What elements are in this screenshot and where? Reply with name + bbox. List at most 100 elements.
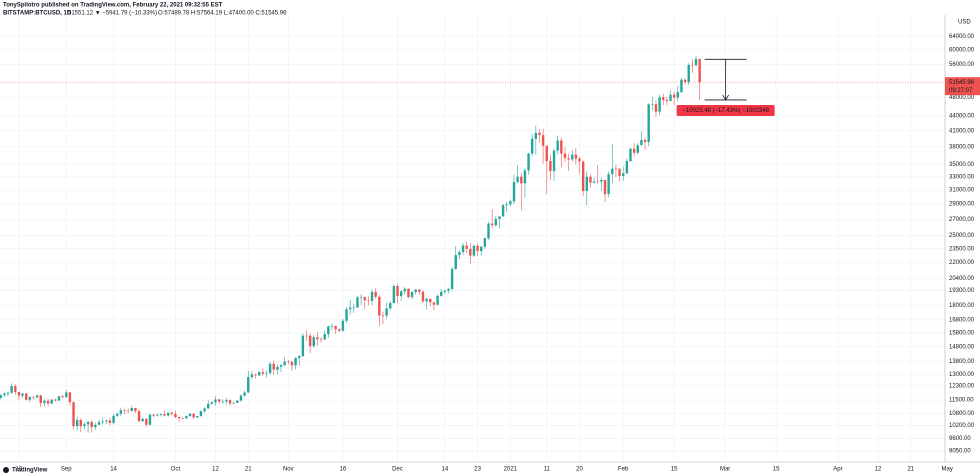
candle-body [516,176,519,182]
candle-body [105,420,108,422]
candle-body [672,94,676,98]
candle-body [669,94,672,101]
y-tick-label: 41000.00 [949,128,975,134]
candle-body [472,245,476,256]
candle-body [268,363,272,374]
candle-body [236,400,239,403]
candle-body [450,268,454,289]
grid [0,15,948,462]
candle-body [421,291,425,302]
candle-body [50,399,53,404]
candle-body [581,161,585,191]
candle-body [6,392,10,394]
candle-body [476,245,479,252]
candle-body [257,372,261,376]
candle-body [683,79,687,82]
candle-body [378,296,381,316]
candle-body [61,396,64,398]
candle-body [137,411,141,422]
candle-body [629,148,632,162]
measure-label-box [676,104,775,116]
candle-body [0,395,2,398]
candle-body [483,238,487,247]
measure-label: −10023.48 (−17.43%) −1002348 [682,108,769,114]
candle-body [465,245,468,249]
candle-body [265,373,268,374]
y-tick-label: 9050.00 [949,449,971,455]
candle-body [632,148,636,153]
x-tick-label: 11 [544,467,551,473]
candle-body [425,298,428,302]
y-tick-label: 38000.00 [949,144,975,150]
candle-body [410,291,414,298]
candle-body [210,402,214,404]
candle-body [370,291,374,301]
candle-body [694,59,698,66]
candle-body [389,303,392,309]
candle-body [600,179,603,182]
candle-body [116,413,119,416]
candle-body [130,408,133,411]
x-tick-label: 20 [576,467,583,473]
candle-body [174,413,177,418]
candle-body [32,396,35,398]
x-tick-label: 14 [441,467,448,473]
candle-body [643,140,647,142]
candle-body [283,361,286,366]
candle-body [312,337,315,347]
x-tick-label: 14 [110,467,117,473]
x-tick-label: 12 [212,467,219,473]
candle-body [305,335,308,337]
candle-body [403,288,406,292]
x-tick-label: Apr [833,467,842,473]
candle-body [345,309,348,321]
y-tick-label: 25000.00 [949,233,975,239]
candle-body [552,150,556,171]
candle-body [126,410,130,412]
candle-body [443,290,447,292]
x-tick-label: Nov [283,467,294,473]
measure-arrowhead [722,94,729,101]
candle-body [374,291,377,297]
candle-body [651,104,654,105]
candle-body [148,414,152,425]
x-tick-label: 19 [16,467,23,473]
candle-body [567,158,570,160]
y-tick-label: 31000.00 [949,188,975,194]
last-change: 51551.12 ▼ −5941.79 (−10.33%) [68,11,157,17]
y-tick-label: 35000.00 [949,162,975,168]
candle-body [614,168,618,170]
candle-body [192,413,195,418]
candle-body [119,410,123,414]
y-tick-label: 19300.00 [949,288,975,294]
candle-body [662,97,665,100]
candle-body [359,297,363,298]
candle-body [490,223,494,226]
candle-body [203,408,206,412]
y-tick-label: 12300.00 [949,383,975,389]
candle-body [298,356,301,359]
candle-body [94,424,97,428]
y-tick-label: 16800.00 [949,317,975,323]
candle-body [607,174,610,194]
candle-body [680,79,683,93]
candle-body [10,386,13,393]
candle-body [541,135,545,146]
candle-body [447,288,450,291]
y-tick-label: 13000.00 [949,372,975,378]
candle-body [221,401,224,403]
x-tick-label: 15 [671,467,678,473]
y-tick-label: 10200.00 [949,423,975,429]
candle-body [338,329,341,331]
candle-body [461,245,465,252]
candle-body [691,64,694,66]
candle-body [21,393,24,396]
candle-body [39,395,42,404]
candle-body [407,288,410,298]
y-tick-label: 56000.00 [949,62,975,68]
candle-body [261,372,265,374]
candle-body [530,138,534,154]
candle-body [622,173,625,177]
y-tick-label: 11500.00 [949,398,974,404]
x-tick-label: Feb [618,467,629,473]
